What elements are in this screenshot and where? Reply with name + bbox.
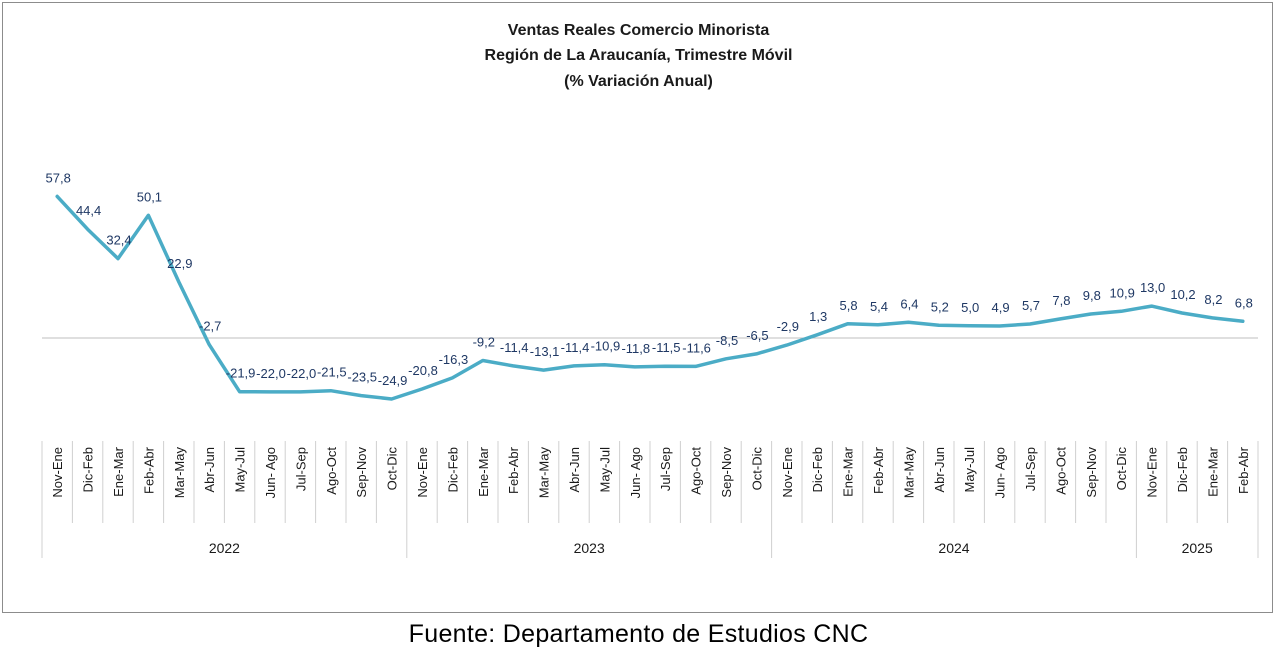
data-label: -11,4 <box>500 340 529 355</box>
chart-title-line-3: (% Variación Anual) <box>564 73 713 90</box>
year-group-label: 2024 <box>938 540 969 556</box>
x-tick-label: Jul-Sep <box>1023 447 1038 491</box>
x-tick-label: Dic-Feb <box>445 447 460 493</box>
data-label: 5,0 <box>961 300 979 315</box>
data-label: -16,3 <box>439 352 469 367</box>
data-label: -8,5 <box>716 333 738 348</box>
x-tick-label: Ene-Mar <box>1205 446 1220 497</box>
x-tick-label: Nov-Ene <box>780 447 795 498</box>
x-tick-label: Ene-Mar <box>476 446 491 497</box>
x-tick-label: Nov-Ene <box>415 447 430 498</box>
data-label: 57,8 <box>46 170 71 185</box>
chart-title-line-2: Región de La Araucanía, Trimestre Móvil <box>484 47 793 64</box>
data-label: -2,9 <box>777 319 799 334</box>
x-tick-label: Feb-Abr <box>1236 446 1251 494</box>
x-tick-label: Dic-Feb <box>810 447 825 493</box>
x-tick-label: May-Jul <box>597 447 612 493</box>
data-label: -21,9 <box>226 366 256 381</box>
data-label: -9,2 <box>473 335 495 350</box>
x-tick-label: Nov-Ene <box>1145 447 1160 498</box>
data-label: 13,0 <box>1140 280 1165 295</box>
data-label: -13,1 <box>530 344 560 359</box>
data-label: 50,1 <box>137 189 162 204</box>
series-line <box>55 194 1245 401</box>
data-label: 5,2 <box>931 299 949 314</box>
data-label: 44,4 <box>76 203 101 218</box>
data-label: -11,8 <box>621 341 650 356</box>
x-tick-label: Dic-Feb <box>81 447 96 493</box>
data-label: 10,2 <box>1170 287 1195 302</box>
x-tick-label: Ago-Oct <box>689 447 704 495</box>
line-chart: Nov-Ene Dic-Feb Ene-Mar Feb-Abr Mar-May Abr-J… <box>41 170 1259 558</box>
data-label: -11,6 <box>682 340 711 355</box>
data-label: -23,5 <box>347 370 377 385</box>
chart-frame <box>2 2 1273 613</box>
x-tick-label: Ene-Mar <box>111 446 126 497</box>
x-tick-label: Ago-Oct <box>324 447 339 495</box>
x-tick-label: Ene-Mar <box>841 446 856 497</box>
x-tick-label: Mar-May <box>901 447 916 499</box>
x-tick-label: Mar-May <box>537 447 552 499</box>
year-group-label: 2022 <box>209 540 240 556</box>
x-tick-label: Feb-Abr <box>871 446 886 494</box>
data-label: 5,8 <box>840 298 858 313</box>
x-tick-label: Abr-Jun <box>202 447 217 493</box>
data-label: 6,4 <box>900 296 918 311</box>
x-tick-label: Abr-Jun <box>567 447 582 493</box>
x-tick-label: Oct-Dic <box>1114 447 1129 491</box>
data-label: 9,8 <box>1083 288 1101 303</box>
data-label: -24,9 <box>378 373 408 388</box>
data-label: -22,0 <box>256 366 286 381</box>
data-label: -11,5 <box>652 340 681 355</box>
x-tick-label: Mar-May <box>172 447 187 499</box>
x-tick-label: Feb-Abr <box>506 446 521 494</box>
source-note: Fuente: Departamento de Estudios CNC <box>408 620 869 648</box>
data-label: -6,5 <box>746 328 768 343</box>
chart-title-line-1: Ventas Reales Comercio Minorista <box>507 22 770 39</box>
x-tick-label: Abr-Jun <box>932 447 947 493</box>
x-tick-label: Jun- Ago <box>263 447 278 498</box>
year-group-label: 2023 <box>574 540 605 556</box>
data-label: -20,8 <box>408 363 438 378</box>
data-label: 6,8 <box>1235 295 1253 310</box>
data-label: 22,9 <box>167 256 192 271</box>
x-tick-label: May-Jul <box>233 447 248 493</box>
x-tick-label: May-Jul <box>962 447 977 493</box>
data-label: 10,9 <box>1110 285 1135 300</box>
x-tick-label: Sep-Nov <box>354 447 369 498</box>
x-tick-label: Ago-Oct <box>1053 447 1068 495</box>
x-tick-label: Jul-Sep <box>658 447 673 491</box>
x-tick-label: Oct-Dic <box>385 447 400 491</box>
data-label: 5,4 <box>870 299 888 314</box>
x-tick-label: Nov-Ene <box>50 447 65 498</box>
data-label: 4,9 <box>992 300 1010 315</box>
data-label: -21,5 <box>317 365 347 380</box>
x-tick-label: Feb-Abr <box>141 446 156 494</box>
data-label: -2,7 <box>199 319 221 334</box>
data-label: 32,4 <box>106 233 131 248</box>
data-label: -10,9 <box>591 339 621 354</box>
x-tick-label: Dic-Feb <box>1175 447 1190 493</box>
data-label: 1,3 <box>809 309 827 324</box>
data-label: 7,8 <box>1052 293 1070 308</box>
data-label: -11,4 <box>561 340 590 355</box>
x-tick-label: Jun- Ago <box>628 447 643 498</box>
x-tick-label: Jun- Ago <box>993 447 1008 498</box>
x-tick-label: Sep-Nov <box>719 447 734 498</box>
data-label: -22,0 <box>287 366 317 381</box>
year-group-label: 2025 <box>1182 540 1213 556</box>
data-label: 5,7 <box>1022 298 1040 313</box>
data-label: 8,2 <box>1204 292 1222 307</box>
x-tick-label: Oct-Dic <box>749 447 764 491</box>
x-tick-label: Sep-Nov <box>1084 447 1099 498</box>
x-tick-label: Jul-Sep <box>293 447 308 491</box>
